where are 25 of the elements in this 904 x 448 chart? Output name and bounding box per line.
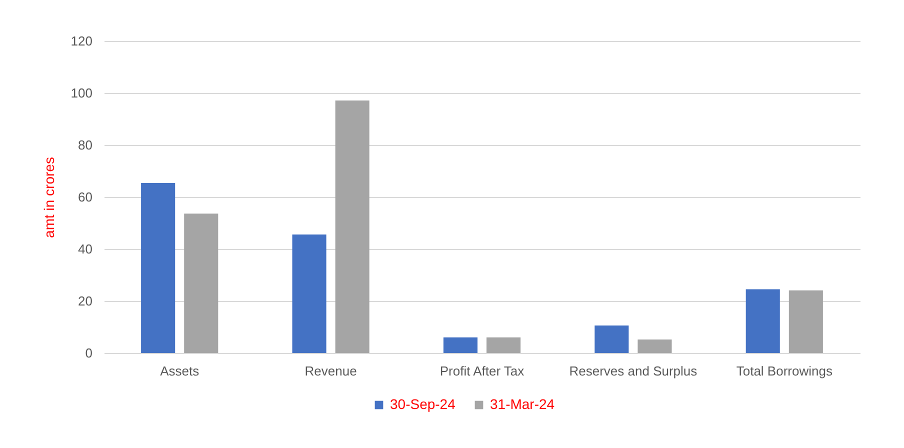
y-axis-title: amt in crores (40, 157, 57, 238)
bar (141, 182, 176, 353)
y-tick-label: 20 (78, 294, 92, 308)
bar (788, 290, 823, 353)
bar (594, 325, 629, 353)
bar (638, 339, 672, 353)
legend-label: 31-Mar-24 (490, 396, 555, 412)
legend-label: 30-Sep-24 (390, 396, 456, 412)
y-tick-label: 0 (85, 346, 92, 360)
x-tick-label: Assets (160, 364, 200, 378)
y-tick-label: 80 (78, 138, 92, 152)
y-tick-label: 120 (70, 34, 92, 48)
bar (184, 214, 218, 353)
bar (486, 337, 521, 353)
y-tick-label: 100 (70, 86, 92, 100)
bar (292, 234, 326, 353)
bar (443, 337, 478, 353)
bar (746, 289, 780, 353)
y-tick-label: 40 (78, 242, 92, 256)
bar (335, 100, 370, 353)
y-tick-label: 60 (78, 190, 92, 204)
x-tick-label: Revenue (304, 364, 357, 378)
x-tick-label: Reserves and Surplus (569, 364, 698, 378)
x-tick-label: Total Borrowings (736, 364, 833, 378)
x-tick-label: Profit After Tax (440, 364, 525, 378)
